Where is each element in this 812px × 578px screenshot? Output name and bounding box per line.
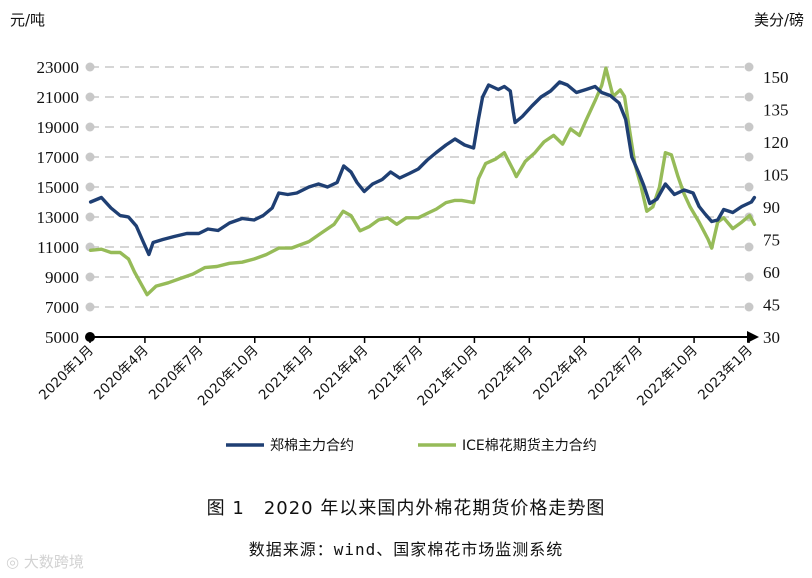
- grid-marker-right: [744, 62, 754, 72]
- grid-lines: [85, 62, 754, 312]
- grid-marker-left: [85, 92, 95, 102]
- x-tick-label: 2022年1月: [475, 343, 536, 404]
- left-tick-label: 15000: [37, 178, 80, 197]
- legend: 郑棉主力合约 ICE棉花期货主力合约: [226, 437, 597, 454]
- grid-marker-right: [744, 182, 754, 192]
- watermark-text: 大数跨境: [23, 553, 84, 571]
- left-tick-label: 23000: [37, 58, 80, 77]
- right-tick-label: 75: [763, 230, 780, 249]
- x-tick-label: 2023年1月: [695, 343, 756, 404]
- right-tick-label: 135: [763, 100, 789, 119]
- x-axis-arrow: [747, 331, 759, 343]
- series-layer: [88, 66, 757, 297]
- price-chart: 元/吨 美分/磅 5000 7000 9000 11000 13000 15000 1700…: [10, 11, 804, 454]
- left-axis-unit: 元/吨: [10, 11, 45, 29]
- legend-ice-label: ICE棉花期货主力合约: [462, 437, 597, 454]
- right-tick-label: 105: [763, 165, 789, 184]
- watermark: ◎ 大数跨境: [6, 551, 84, 572]
- right-axis-unit: 美分/磅: [754, 11, 804, 29]
- ice-series-line: [88, 66, 757, 297]
- grid-marker-right: [744, 302, 754, 312]
- grid-marker-left: [85, 212, 95, 222]
- x-axis: 2020年1月2020年4月2020年7月2020年10月2021年1月2021…: [36, 331, 759, 409]
- grid-marker-right: [744, 152, 754, 162]
- grid-marker-right: [744, 122, 754, 132]
- watermark-icon: ◎: [6, 553, 24, 571]
- right-tick-label: 90: [763, 198, 780, 217]
- left-tick-label: 11000: [37, 238, 79, 257]
- grid-marker-left: [85, 182, 95, 192]
- right-tick-label: 150: [763, 68, 789, 87]
- grid-marker-left: [85, 302, 95, 312]
- right-tick-label: 60: [763, 263, 780, 282]
- zce-series-line: [88, 80, 757, 257]
- left-tick-label: 5000: [45, 328, 79, 347]
- grid-marker-left: [85, 152, 95, 162]
- left-tick-label: 7000: [45, 298, 79, 317]
- grid-marker-left: [85, 272, 95, 282]
- left-tick-label: 17000: [37, 148, 80, 167]
- grid-marker-left: [85, 62, 95, 72]
- data-source: 数据来源：wind、国家棉花市场监测系统: [248, 540, 564, 559]
- right-axis: 30 45 60 75 90 105 120 135 150: [763, 68, 789, 347]
- right-tick-label: 30: [763, 328, 780, 347]
- left-tick-label: 19000: [37, 118, 80, 137]
- right-tick-label: 120: [763, 133, 789, 152]
- grid-marker-right: [744, 272, 754, 282]
- x-tick-label: 2021年1月: [256, 343, 317, 404]
- x-tick-label: 2020年1月: [36, 343, 97, 404]
- figure-caption: 图 1 2020 年以来国内外棉花期货价格走势图: [206, 498, 606, 519]
- legend-zce-label: 郑棉主力合约: [270, 437, 354, 454]
- grid-marker-right: [744, 92, 754, 102]
- left-tick-label: 13000: [37, 208, 80, 227]
- x-tick-label: 2021年4月: [311, 343, 372, 404]
- left-tick-label: 9000: [45, 268, 79, 287]
- grid-marker-left: [85, 122, 95, 132]
- left-axis: 5000 7000 9000 11000 13000 15000 17000 19000 210…: [37, 58, 80, 347]
- grid-marker-right: [744, 242, 754, 252]
- right-tick-label: 45: [763, 295, 780, 314]
- x-tick-label: 2020年4月: [91, 343, 152, 404]
- x-tick-label: 2022年4月: [530, 343, 591, 404]
- left-tick-label: 21000: [37, 88, 80, 107]
